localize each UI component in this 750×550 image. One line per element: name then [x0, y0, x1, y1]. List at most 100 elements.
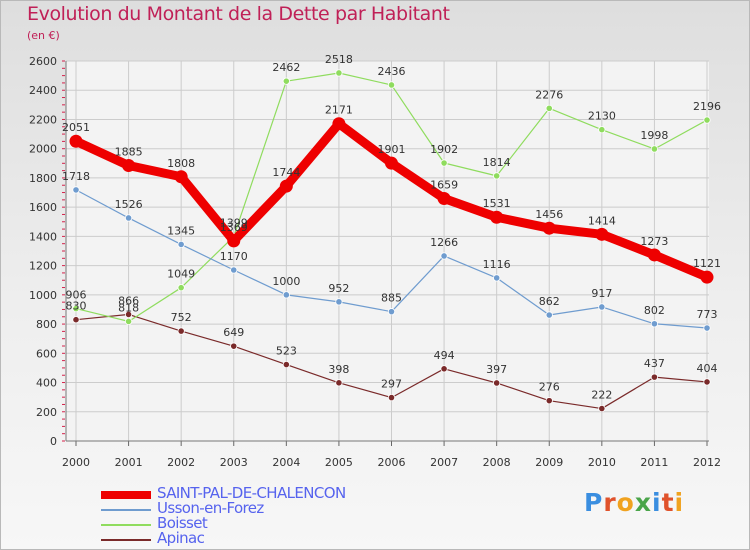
data-label: 494 — [434, 349, 455, 362]
data-point — [385, 156, 398, 170]
data-label: 773 — [697, 308, 718, 321]
data-label: 1116 — [483, 258, 511, 271]
data-label: 297 — [381, 378, 402, 391]
x-tick-label: 2007 — [430, 456, 458, 469]
x-tick-label: 2004 — [272, 456, 300, 469]
legend-swatch — [101, 524, 151, 526]
data-point — [69, 134, 83, 148]
data-point — [493, 172, 501, 180]
data-label: 404 — [697, 362, 718, 375]
data-point — [335, 298, 343, 306]
data-label: 1399 — [220, 217, 248, 230]
data-point — [595, 227, 609, 241]
data-label: 1170 — [220, 250, 248, 263]
y-tick-label: 2400 — [29, 84, 57, 97]
chart-title: Evolution du Montant de la Dette par Hab… — [27, 3, 450, 25]
legend-swatch — [101, 509, 151, 511]
data-point — [440, 159, 448, 167]
data-point — [647, 248, 661, 262]
proxiti-logo: Proxiti — [584, 488, 685, 517]
data-label: 1901 — [378, 143, 406, 156]
data-label: 830 — [66, 300, 87, 313]
data-point — [440, 252, 448, 260]
data-point — [72, 316, 80, 324]
data-label: 276 — [539, 381, 560, 394]
legend-label: Apinac — [157, 529, 205, 547]
data-point — [700, 270, 714, 284]
data-label: 437 — [644, 357, 665, 370]
data-point — [230, 342, 238, 350]
data-label: 1266 — [430, 236, 458, 249]
data-point — [177, 327, 185, 335]
y-tick-label: 800 — [36, 318, 57, 331]
data-point — [282, 77, 290, 85]
data-point — [124, 214, 133, 222]
x-tick-label: 2012 — [693, 456, 721, 469]
data-label: 1814 — [483, 156, 511, 169]
data-label: 2130 — [588, 110, 616, 123]
data-label: 802 — [644, 304, 665, 317]
data-point — [545, 311, 553, 319]
data-point — [279, 179, 293, 193]
x-tick-label: 2009 — [535, 456, 563, 469]
x-tick-label: 2005 — [325, 456, 353, 469]
data-label: 1531 — [483, 197, 511, 210]
y-tick-label: 1600 — [29, 201, 57, 214]
legend-swatch — [101, 491, 151, 499]
data-label: 1121 — [693, 257, 721, 270]
y-tick-label: 0 — [50, 435, 57, 448]
data-point — [490, 210, 504, 224]
data-label: 752 — [171, 311, 192, 324]
x-tick-label: 2002 — [167, 456, 195, 469]
data-point — [124, 310, 133, 319]
data-label: 397 — [486, 363, 507, 376]
data-point — [124, 317, 133, 326]
data-point — [227, 234, 241, 248]
data-point — [598, 404, 606, 413]
data-label: 1414 — [588, 214, 616, 227]
data-point — [177, 240, 185, 249]
data-point — [493, 274, 501, 282]
data-label: 1885 — [115, 146, 143, 159]
data-point — [703, 378, 711, 386]
data-label: 2051 — [62, 121, 90, 134]
line-chart: 0 200 400 600 800 1000 1200 1400 1600 1800 2000 220… — [29, 53, 721, 469]
data-label: 398 — [328, 363, 349, 376]
data-label: 1902 — [430, 143, 458, 156]
y-tick-label: 1000 — [29, 289, 57, 302]
data-point — [545, 397, 553, 405]
data-point — [493, 379, 501, 387]
data-label: 862 — [539, 295, 560, 308]
x-tick-label: 2006 — [378, 456, 406, 469]
data-point — [230, 266, 238, 274]
data-point — [335, 379, 343, 387]
x-tick-label: 2000 — [62, 456, 90, 469]
data-point — [72, 304, 80, 313]
data-label: 1369 — [220, 221, 248, 234]
data-label: 649 — [223, 326, 244, 339]
x-tick-label: 2003 — [220, 456, 248, 469]
data-label: 866 — [118, 294, 139, 307]
data-label: 885 — [381, 292, 402, 305]
data-label: 1049 — [167, 268, 195, 281]
y-tick-label: 2200 — [29, 113, 57, 126]
x-tick-label: 2011 — [640, 456, 668, 469]
y-tick-label: 2000 — [29, 143, 57, 156]
y-tick-label: 1800 — [29, 172, 57, 185]
data-label: 2276 — [535, 88, 563, 101]
data-point — [650, 373, 659, 381]
data-point — [387, 308, 396, 316]
legend-swatch — [101, 539, 151, 541]
data-label: 1273 — [640, 235, 668, 248]
data-point — [282, 291, 290, 299]
data-point — [650, 320, 659, 328]
chart-subtitle: (en €) — [27, 29, 60, 42]
data-point — [177, 284, 185, 292]
y-tick-label: 2600 — [29, 55, 57, 68]
data-point — [387, 81, 396, 89]
data-label: 818 — [118, 301, 139, 314]
data-label: 2462 — [272, 61, 300, 74]
data-label: 1456 — [535, 208, 563, 221]
y-tick-label: 600 — [36, 347, 57, 360]
data-point — [72, 186, 80, 194]
